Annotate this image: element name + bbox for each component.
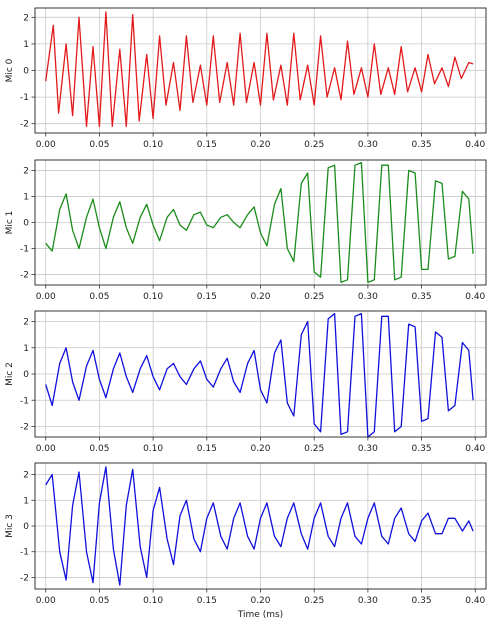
x-tick-label: 0.10 <box>143 596 163 606</box>
x-tick-label: 0.25 <box>304 140 324 150</box>
x-tick-label: 0.25 <box>304 292 324 302</box>
y-tick-label: 0 <box>23 219 29 229</box>
x-tick-label: 0.30 <box>358 292 378 302</box>
x-tick-label: 0.00 <box>36 292 56 302</box>
x-tick-label: 0.25 <box>304 444 324 454</box>
series-line <box>45 312 474 438</box>
y-tick-label: 0 <box>23 67 29 77</box>
y-tick-label: -1 <box>20 245 29 255</box>
x-tick-label: 0.00 <box>36 140 56 150</box>
y-tick-label: 2 <box>23 13 29 23</box>
x-tick-label: 0.20 <box>250 444 270 454</box>
x-tick-label: 0.05 <box>89 292 109 302</box>
subplot-mic-0: 0.00 0.05 0.10 0.15 0.20 0.25 0.30 0.35 0.40 -2 -1… <box>5 7 487 150</box>
x-tick-label: 0.20 <box>250 596 270 606</box>
y-tick-label: -1 <box>20 548 29 558</box>
y-tick-label: 0 <box>23 522 29 532</box>
y-tick-label: 0 <box>23 370 29 380</box>
x-tick-label: 0.00 <box>36 444 56 454</box>
y-tick-label: -2 <box>20 573 29 583</box>
axes-frame <box>34 462 487 590</box>
x-tick-label: 0.30 <box>358 596 378 606</box>
y-tick-label: 1 <box>23 344 29 354</box>
x-tick-label: 0.35 <box>412 292 432 302</box>
y-tick-label: -1 <box>20 93 29 103</box>
x-tick-label: 0.25 <box>304 596 324 606</box>
x-tick-label: 0.35 <box>412 444 432 454</box>
series-line <box>45 11 474 128</box>
x-tick-label: 0.35 <box>412 596 432 606</box>
y-tick-label: -1 <box>20 396 29 406</box>
y-tick-label: -2 <box>20 120 29 130</box>
series-line <box>45 161 474 284</box>
x-tick-label: 0.00 <box>36 596 56 606</box>
x-tick-label: 0.05 <box>89 596 109 606</box>
x-tick-label: 0.40 <box>465 444 485 454</box>
y-tick-label: -2 <box>20 271 29 281</box>
x-tick-label: 0.15 <box>197 292 217 302</box>
y-tick-label: 2 <box>23 166 29 176</box>
y-tick-label: 2 <box>23 471 29 481</box>
x-tick-label: 0.20 <box>250 292 270 302</box>
x-axis-label: Time (ms) <box>237 610 283 620</box>
x-tick-label: 0.15 <box>197 596 217 606</box>
x-tick-label: 0.30 <box>358 444 378 454</box>
x-tick-label: 0.40 <box>465 292 485 302</box>
y-axis-label: Mic 0 <box>5 58 15 82</box>
y-tick-label: 2 <box>23 318 29 328</box>
subplot-mic-1: 0.00 0.05 0.10 0.15 0.20 0.25 0.30 0.35 0.40 -2 -1… <box>5 159 487 302</box>
x-tick-label: 0.40 <box>465 140 485 150</box>
x-tick-label: 0.10 <box>143 292 163 302</box>
y-tick-label: 1 <box>23 192 29 202</box>
y-axis-label: Mic 2 <box>5 362 15 386</box>
y-tick-label: 1 <box>23 40 29 50</box>
subplot-mic-3: 0.00 0.05 0.10 0.15 0.20 0.25 0.30 0.35 0.40 -2 -1… <box>5 462 487 620</box>
y-tick-label: 1 <box>23 496 29 506</box>
x-tick-label: 0.35 <box>412 140 432 150</box>
series-line <box>45 466 474 586</box>
x-tick-label: 0.30 <box>358 140 378 150</box>
x-tick-label: 0.40 <box>465 596 485 606</box>
x-tick-label: 0.20 <box>250 140 270 150</box>
x-tick-label: 0.05 <box>89 140 109 150</box>
x-tick-label: 0.15 <box>197 444 217 454</box>
x-tick-label: 0.15 <box>197 140 217 150</box>
x-tick-label: 0.10 <box>143 140 163 150</box>
axes-frame <box>34 310 487 438</box>
y-axis-label: Mic 1 <box>5 211 15 235</box>
x-tick-label: 0.10 <box>143 444 163 454</box>
x-tick-label: 0.05 <box>89 444 109 454</box>
y-axis-label: Mic 3 <box>5 514 15 538</box>
axes-frame <box>34 7 487 134</box>
axes-frame <box>34 159 487 286</box>
subplot-mic-2: 0.00 0.05 0.10 0.15 0.20 0.25 0.30 0.35 0.40 -2 -1… <box>5 310 487 454</box>
y-tick-label: -2 <box>20 423 29 433</box>
